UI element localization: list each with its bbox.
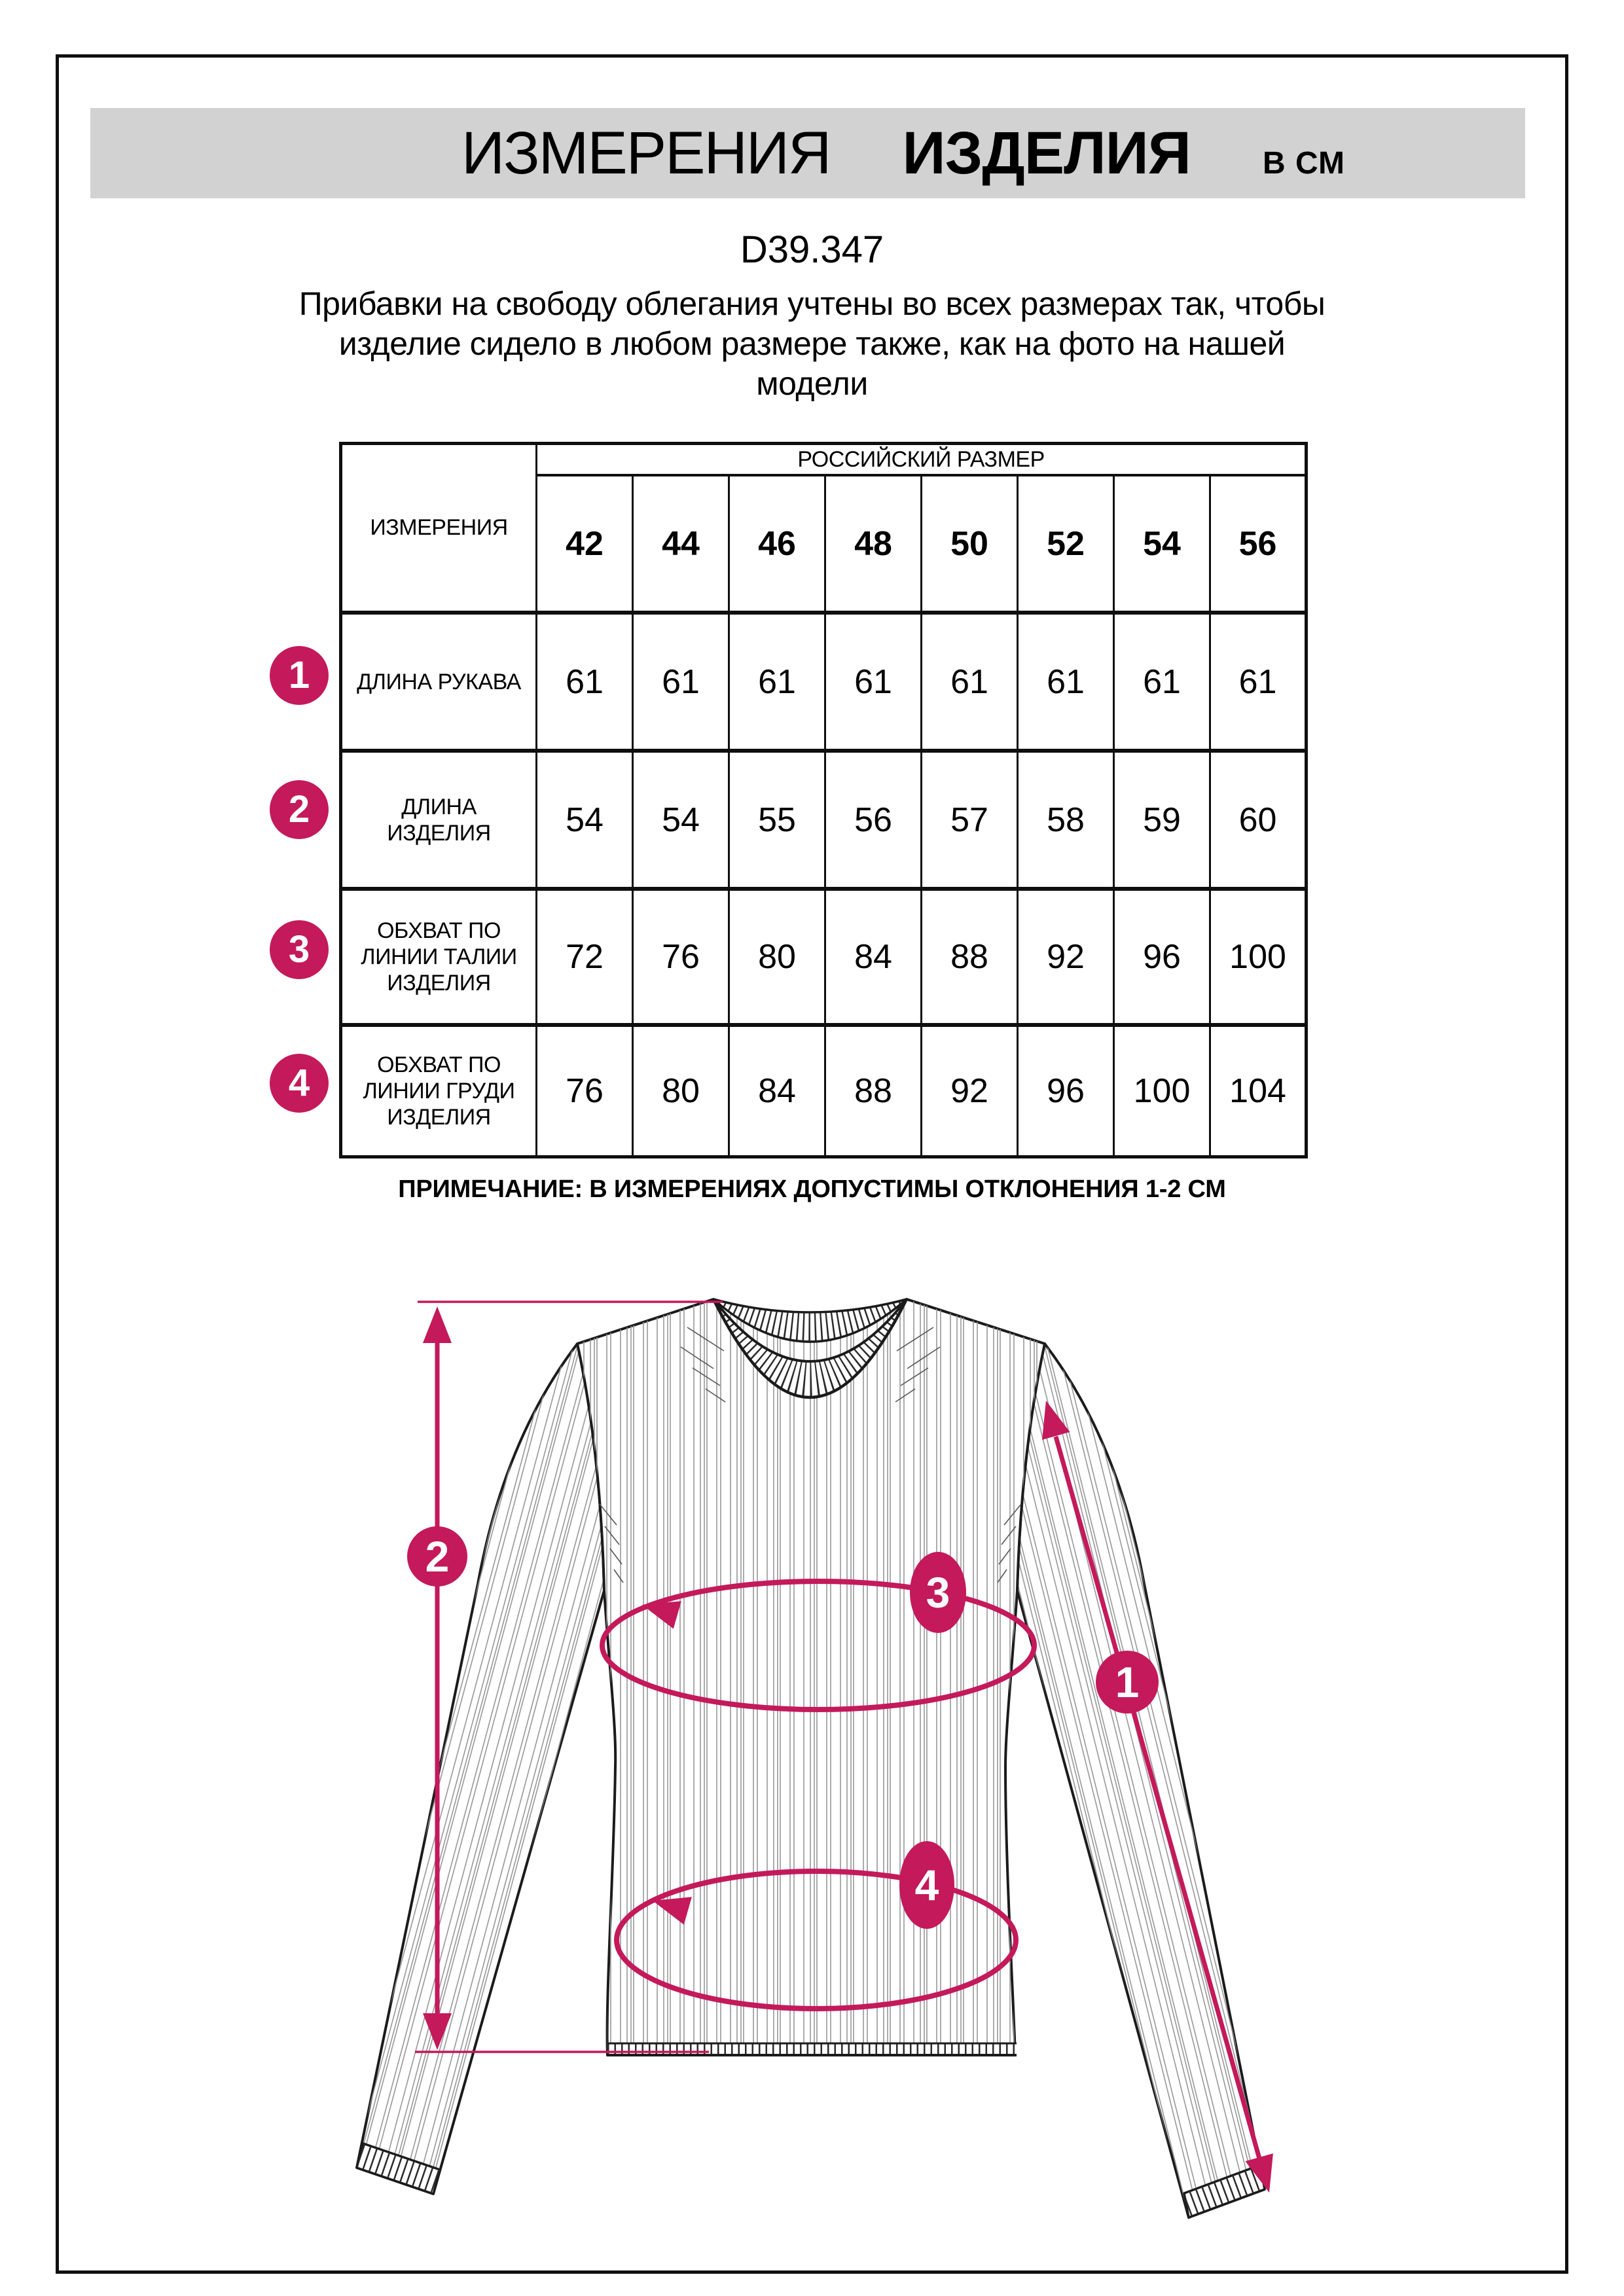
page-border <box>56 54 1568 2274</box>
tolerance-note: ПРИМЕЧАНИЕ: В ИЗМЕРЕНИЯХ ДОПУСТИМЫ ОТКЛО… <box>398 1175 1226 1203</box>
row-number-badge-4: 4 <box>270 1054 329 1113</box>
row-number-badge-3: 3 <box>270 920 329 979</box>
size-column-header: 48 <box>824 474 922 615</box>
table-cell: 88 <box>920 887 1019 1026</box>
table-cell: 72 <box>535 887 634 1026</box>
waist-girth-ellipse <box>600 1579 1037 1712</box>
size-column-header: 56 <box>1208 474 1308 615</box>
chest-girth-ellipse <box>614 1869 1019 2011</box>
marker-label-2: 2 <box>425 1532 450 1581</box>
table-cell: 61 <box>535 611 634 752</box>
diagram-marker-2 <box>407 1526 467 1587</box>
size-column-header: 54 <box>1113 474 1211 615</box>
table-cell: 61 <box>1017 611 1115 752</box>
table-corner-header: ИЗМЕРЕНИЯ <box>340 442 537 615</box>
title-bar: ИЗМЕРЕНИЯ ИЗДЕЛИЯ В СМ <box>90 108 1525 198</box>
size-column-header: 46 <box>728 474 826 615</box>
table-cell: 55 <box>728 749 826 890</box>
table-cell: 100 <box>1208 887 1308 1026</box>
table-cell: 58 <box>1017 749 1115 890</box>
measurement-annotations: 2 1 3 4 <box>407 1300 1284 2197</box>
garment-sketch <box>355 1298 1266 2219</box>
diagram-marker-4 <box>899 1841 954 1929</box>
row-number-badge-1: 1 <box>270 646 329 705</box>
table-cell: 92 <box>920 1023 1019 1158</box>
table-cell: 60 <box>1208 749 1308 890</box>
table-cell: 54 <box>632 749 730 890</box>
row-label: ДЛИНА РУКАВА <box>340 611 537 752</box>
diagram-marker-1 <box>1096 1651 1159 1713</box>
table-cell: 80 <box>728 887 826 1026</box>
table-cell: 61 <box>1113 611 1211 752</box>
title-unit-label: В СМ <box>1262 145 1345 181</box>
measurements-table: ИЗМЕРЕНИЯ РОССИЙСКИЙ РАЗМЕР 42 44 46 48 … <box>339 442 1308 1158</box>
table-row-chest-girth: ОБХВАТ ПО ЛИНИИ ГРУДИ ИЗДЕЛИЯ 76 80 84 8… <box>340 1023 1308 1158</box>
sleeve-arrow <box>1053 1436 1262 2159</box>
table-cell: 84 <box>728 1023 826 1158</box>
russian-size-header: РОССИЙСКИЙ РАЗМЕР <box>535 442 1308 476</box>
size-column-header: 44 <box>632 474 730 615</box>
product-code: D39.347 <box>740 228 884 271</box>
table-row-sleeve-length: ДЛИНА РУКАВА 61 61 61 61 61 61 61 61 <box>340 611 1308 752</box>
table-cell: 96 <box>1017 1023 1115 1158</box>
table-cell: 56 <box>824 749 922 890</box>
diagram-marker-3 <box>910 1552 966 1633</box>
table-cell: 61 <box>728 611 826 752</box>
row-number-badge-2: 2 <box>270 780 329 839</box>
table-cell: 54 <box>535 749 634 890</box>
shading-hatches <box>599 1327 1022 1583</box>
row-label: ОБХВАТ ПО ЛИНИИ ГРУДИ ИЗДЕЛИЯ <box>340 1023 537 1158</box>
table-cell: 96 <box>1113 887 1211 1026</box>
table-cell: 92 <box>1017 887 1115 1026</box>
table-cell: 76 <box>632 887 730 1026</box>
size-header-row: 42 44 46 48 50 52 54 56 <box>341 474 1308 615</box>
row-label: ДЛИНА ИЗДЕЛИЯ <box>340 749 537 890</box>
garment-measurement-diagram: 2 1 3 4 <box>355 1298 1284 2219</box>
title-word-product: ИЗДЕЛИЯ <box>902 119 1191 187</box>
table-cell: 88 <box>824 1023 922 1158</box>
size-column-header: 50 <box>920 474 1019 615</box>
table-row-garment-length: ДЛИНА ИЗДЕЛИЯ 54 54 55 56 57 58 59 60 <box>340 749 1308 890</box>
table-cell: 76 <box>535 1023 634 1158</box>
marker-label-3: 3 <box>926 1568 950 1617</box>
title-text-group: ИЗМЕРЕНИЯ ИЗДЕЛИЯ В СМ <box>461 119 1345 188</box>
table-cell: 80 <box>632 1023 730 1158</box>
table-cell: 59 <box>1113 749 1211 890</box>
title-word-measurements: ИЗМЕРЕНИЯ <box>461 119 831 187</box>
table-cell: 100 <box>1113 1023 1211 1158</box>
table-cell: 61 <box>824 611 922 752</box>
table-cell: 57 <box>920 749 1019 890</box>
table-cell: 61 <box>920 611 1019 752</box>
size-column-header: 52 <box>1017 474 1115 615</box>
row-label: ОБХВАТ ПО ЛИНИИ ТАЛИИ ИЗДЕЛИЯ <box>340 887 537 1026</box>
table-row-waist-girth: ОБХВАТ ПО ЛИНИИ ТАЛИИ ИЗДЕЛИЯ 72 76 80 8… <box>340 887 1308 1026</box>
fit-description: Прибавки на свободу облегания учтены во … <box>298 285 1326 402</box>
table-cell: 61 <box>1208 611 1308 752</box>
table-cell: 61 <box>632 611 730 752</box>
table-cell: 84 <box>824 887 922 1026</box>
marker-label-1: 1 <box>1115 1658 1140 1706</box>
table-cell: 104 <box>1208 1023 1308 1158</box>
size-column-header: 42 <box>535 474 634 615</box>
marker-label-4: 4 <box>915 1861 939 1909</box>
